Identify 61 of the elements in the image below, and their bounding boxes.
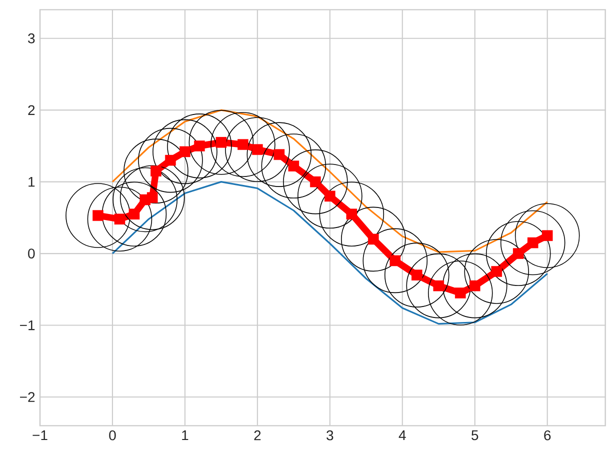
point [491,266,502,277]
point [150,166,162,176]
point [152,119,218,184]
point [428,260,493,326]
line-series [112,109,548,253]
point [542,230,553,242]
point [469,280,480,292]
point [346,208,358,220]
y-tick-label: 3 [28,33,35,44]
point [261,134,326,198]
point [514,203,580,268]
point [246,122,312,187]
x-tick-label: 6 [544,430,551,440]
y-tick-label: −2 [20,392,35,402]
point [288,160,300,172]
point [298,164,362,229]
y-tick-label: 1 [28,177,35,187]
point [102,182,167,246]
point [368,234,379,245]
point [167,114,232,178]
x-tick-label: 0 [109,430,116,440]
point [527,237,538,248]
y-tick-label: 0 [28,248,35,258]
point [87,186,152,252]
line-series [112,181,548,325]
point [486,221,551,286]
point [180,146,190,158]
y-tick-label: −1 [20,320,35,330]
point [500,210,566,276]
point [114,214,126,225]
point [442,253,508,318]
point [124,138,188,204]
point [324,190,336,202]
y-tick-label: 2 [28,105,35,115]
point [310,176,321,188]
point [128,208,140,220]
point [225,117,290,182]
point [194,140,205,152]
x-tick-label: 2 [254,430,261,440]
point [238,139,248,150]
point [112,167,178,232]
point [216,136,227,148]
point [390,255,401,266]
x-tick-label: 5 [472,430,478,440]
point [66,183,130,248]
point [252,144,263,155]
point [165,154,176,166]
x-tick-label: 3 [326,430,334,440]
x-tick-label: 4 [398,430,406,440]
point [454,288,466,298]
point [92,210,104,221]
point [406,253,472,318]
point [512,248,524,259]
point [210,112,276,177]
point [433,280,444,292]
point [138,128,203,193]
x-tick-label: 1 [182,430,188,440]
point [411,270,422,280]
point [274,149,285,160]
point [146,192,158,203]
point [283,149,348,214]
